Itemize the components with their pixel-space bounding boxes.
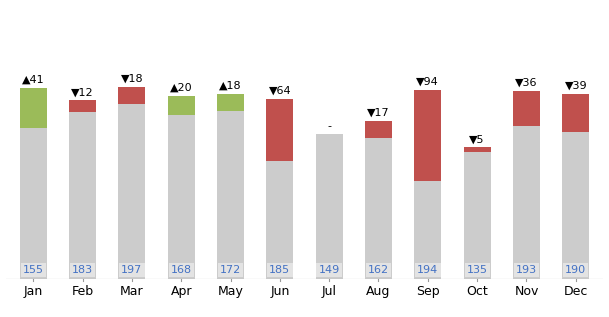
Bar — [414, 90, 442, 181]
Bar — [315, 134, 343, 279]
Text: ▼36: ▼36 — [515, 78, 538, 88]
Bar — [562, 94, 590, 132]
Text: ▲41: ▲41 — [22, 75, 44, 85]
Text: Aug: Aug — [366, 285, 390, 298]
Text: 193: 193 — [516, 265, 537, 275]
Bar — [167, 96, 195, 115]
Bar — [69, 100, 96, 112]
Bar — [217, 94, 244, 111]
Bar — [118, 87, 146, 104]
Text: ▼94: ▼94 — [417, 77, 439, 87]
Bar — [118, 87, 146, 279]
Text: Oct: Oct — [466, 285, 488, 298]
Text: 168: 168 — [171, 265, 192, 275]
Text: Jan: Jan — [24, 285, 43, 298]
Bar — [463, 147, 491, 279]
Bar — [217, 111, 244, 279]
Text: 149: 149 — [319, 265, 340, 275]
Text: Feb: Feb — [71, 285, 94, 298]
Text: ▲18: ▲18 — [219, 81, 242, 91]
Text: Dec: Dec — [563, 285, 588, 298]
Text: 135: 135 — [466, 265, 488, 275]
Text: -: - — [327, 121, 331, 131]
Text: 162: 162 — [368, 265, 389, 275]
Bar — [19, 88, 47, 128]
Text: ▼5: ▼5 — [470, 134, 485, 144]
Text: 172: 172 — [220, 265, 241, 275]
Text: ▼64: ▼64 — [269, 86, 291, 96]
Text: 194: 194 — [417, 265, 438, 275]
Bar — [69, 100, 96, 279]
Text: Jul: Jul — [322, 285, 337, 298]
Bar — [513, 91, 540, 126]
Text: Apr: Apr — [171, 285, 192, 298]
Text: Jun: Jun — [270, 285, 289, 298]
Text: Sep: Sep — [416, 285, 440, 298]
Text: 155: 155 — [23, 265, 44, 275]
Text: Nov: Nov — [514, 285, 538, 298]
Text: 185: 185 — [269, 265, 290, 275]
Bar — [562, 94, 590, 279]
Text: Mar: Mar — [120, 285, 144, 298]
Bar — [167, 115, 195, 279]
Bar — [463, 147, 491, 152]
Text: ▼39: ▼39 — [565, 81, 587, 91]
Text: ▲20: ▲20 — [170, 83, 192, 93]
Bar — [365, 121, 392, 138]
Bar — [266, 99, 294, 161]
Text: May: May — [217, 285, 244, 298]
Bar — [266, 99, 294, 279]
Bar — [365, 121, 392, 279]
Bar — [414, 90, 442, 279]
Text: ▼12: ▼12 — [71, 87, 94, 98]
Text: 190: 190 — [565, 265, 586, 275]
Bar — [513, 91, 540, 279]
Text: ▼17: ▼17 — [367, 108, 390, 118]
Text: ▼18: ▼18 — [121, 74, 143, 84]
Text: 197: 197 — [121, 265, 143, 275]
Text: 183: 183 — [72, 265, 93, 275]
Bar — [19, 128, 47, 279]
